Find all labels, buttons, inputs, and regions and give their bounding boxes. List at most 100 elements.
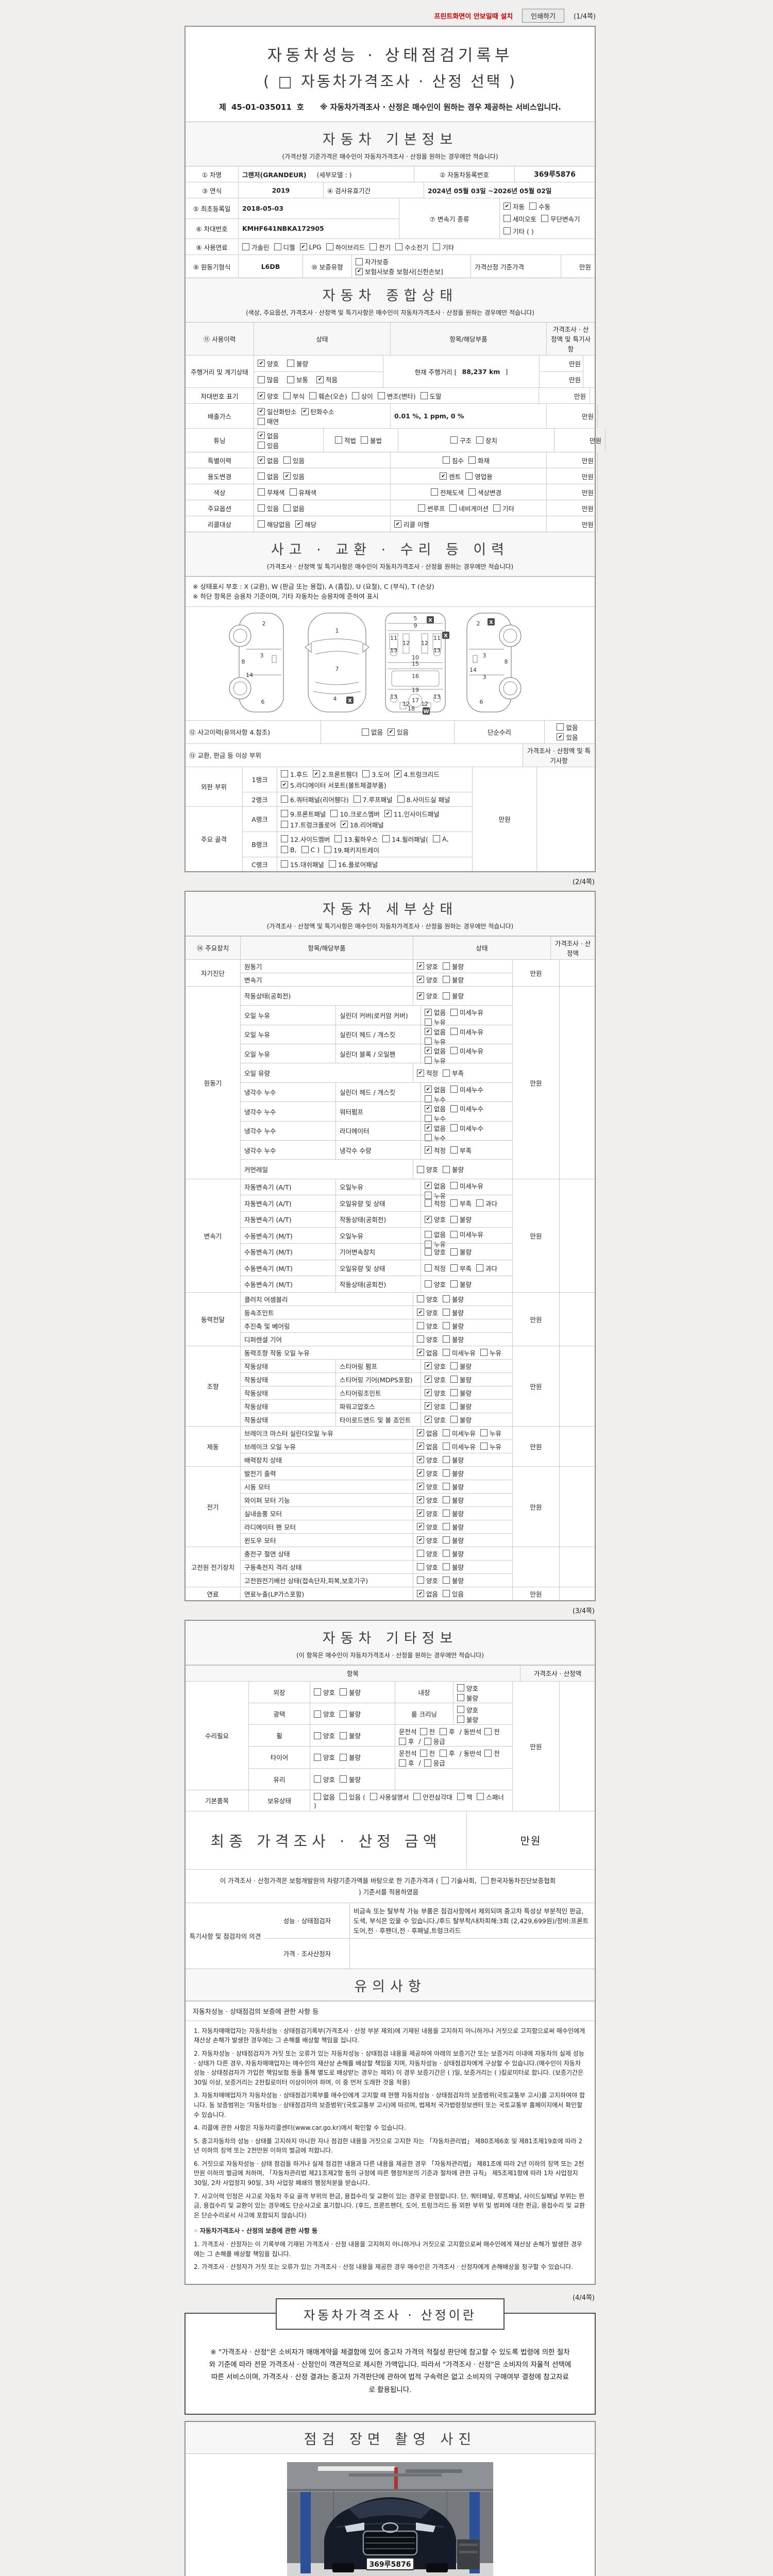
checkbox[interactable]: [557, 723, 564, 731]
checkbox[interactable]: [457, 1716, 464, 1723]
checkbox[interactable]: [314, 1775, 321, 1783]
checkbox[interactable]: [281, 860, 288, 868]
checkbox[interactable]: ✔: [425, 1105, 432, 1112]
checkbox[interactable]: ✔: [417, 1483, 424, 1490]
checkbox[interactable]: [425, 1038, 432, 1045]
checkbox[interactable]: [417, 1165, 424, 1173]
checkbox[interactable]: [450, 436, 458, 444]
checkbox[interactable]: [324, 846, 332, 854]
checkbox[interactable]: [425, 1192, 432, 1199]
checkbox[interactable]: ✔: [440, 472, 447, 480]
checkbox[interactable]: [450, 1199, 458, 1207]
checkbox[interactable]: [309, 392, 317, 399]
checkbox[interactable]: [301, 846, 309, 854]
checkbox[interactable]: [356, 258, 363, 265]
checkbox[interactable]: [476, 1199, 484, 1207]
checkbox[interactable]: [481, 1876, 489, 1884]
checkbox[interactable]: [443, 1510, 450, 1517]
checkbox[interactable]: [443, 962, 450, 970]
checkbox[interactable]: [340, 1753, 347, 1761]
checkbox[interactable]: ✔: [417, 1536, 424, 1544]
checkbox[interactable]: [425, 1095, 432, 1103]
checkbox[interactable]: [417, 1335, 424, 1343]
checkbox[interactable]: ✔: [425, 1047, 432, 1055]
checkbox[interactable]: [425, 1264, 432, 1272]
checkbox[interactable]: [433, 835, 441, 843]
checkbox[interactable]: [443, 976, 450, 984]
checkbox[interactable]: [258, 504, 265, 512]
checkbox[interactable]: ✔: [417, 1443, 424, 1450]
checkbox[interactable]: ✔: [394, 770, 402, 778]
checkbox[interactable]: [417, 1563, 424, 1571]
checkbox[interactable]: [258, 520, 265, 528]
checkbox[interactable]: [440, 1727, 447, 1735]
checkbox[interactable]: [450, 1047, 458, 1055]
checkbox[interactable]: [281, 846, 288, 854]
checkbox[interactable]: [334, 835, 342, 843]
checkbox[interactable]: ✔: [425, 1008, 432, 1016]
checkbox[interactable]: [443, 1550, 450, 1557]
checkbox[interactable]: [443, 1536, 450, 1544]
checkbox[interactable]: ✔: [417, 1496, 424, 1504]
checkbox[interactable]: [443, 1335, 450, 1343]
checkbox[interactable]: [450, 1086, 458, 1093]
checkbox[interactable]: [258, 376, 265, 383]
checkbox[interactable]: [484, 1749, 492, 1757]
checkbox[interactable]: ✔: [417, 992, 424, 999]
checkbox[interactable]: ✔: [417, 1429, 424, 1437]
checkbox[interactable]: [450, 1248, 458, 1256]
checkbox[interactable]: [334, 436, 342, 444]
checkbox[interactable]: [450, 1230, 458, 1238]
checkbox[interactable]: [361, 728, 369, 736]
checkbox[interactable]: [443, 1456, 450, 1464]
checkbox[interactable]: [425, 1280, 432, 1288]
checkbox[interactable]: [362, 770, 370, 778]
print-button[interactable]: 인쇄하기: [522, 8, 564, 23]
checkbox[interactable]: ✔: [417, 1309, 424, 1316]
checkbox[interactable]: ✔: [417, 1590, 424, 1598]
checkbox[interactable]: [476, 1264, 484, 1272]
checkbox[interactable]: [417, 1577, 424, 1584]
checkbox[interactable]: ✔: [258, 360, 265, 367]
checkbox[interactable]: [443, 1309, 450, 1316]
checkbox[interactable]: ✔: [394, 520, 401, 528]
checkbox[interactable]: [281, 835, 288, 843]
checkbox[interactable]: ✔: [258, 432, 265, 439]
checkbox[interactable]: [330, 810, 338, 818]
checkbox[interactable]: [281, 770, 288, 778]
checkbox[interactable]: [417, 1322, 424, 1330]
checkbox[interactable]: ✔: [417, 1469, 424, 1477]
checkbox[interactable]: [425, 1134, 432, 1142]
checkbox[interactable]: [443, 1563, 450, 1571]
checkbox[interactable]: ✔: [295, 520, 303, 528]
checkbox[interactable]: [395, 243, 403, 250]
checkbox[interactable]: [450, 1389, 458, 1397]
checkbox[interactable]: [441, 1876, 449, 1884]
checkbox[interactable]: ✔: [557, 733, 564, 741]
checkbox[interactable]: ✔: [417, 1069, 424, 1077]
checkbox[interactable]: [450, 1280, 458, 1288]
checkbox[interactable]: [425, 1230, 432, 1238]
checkbox[interactable]: [283, 392, 291, 399]
checkbox[interactable]: [425, 1114, 432, 1122]
checkbox[interactable]: [450, 1105, 458, 1112]
checkbox[interactable]: [450, 1416, 458, 1423]
checkbox[interactable]: ✔: [425, 1376, 432, 1383]
checkbox[interactable]: [477, 1793, 484, 1801]
checkbox[interactable]: [274, 243, 281, 250]
checkbox[interactable]: ✔: [301, 408, 309, 415]
checkbox[interactable]: [443, 1349, 450, 1357]
checkbox[interactable]: ✔: [425, 1086, 432, 1093]
checkbox[interactable]: [328, 860, 336, 868]
checkbox[interactable]: [443, 1590, 450, 1598]
checkbox[interactable]: [281, 810, 288, 818]
checkbox[interactable]: [457, 1684, 464, 1692]
checkbox[interactable]: [480, 1349, 488, 1357]
checkbox[interactable]: [351, 392, 359, 399]
checkbox[interactable]: [340, 1688, 347, 1696]
checkbox[interactable]: [443, 1069, 450, 1077]
checkbox[interactable]: [468, 456, 476, 464]
checkbox[interactable]: [457, 1694, 464, 1702]
checkbox[interactable]: [425, 1018, 432, 1026]
checkbox[interactable]: ✔: [425, 1402, 432, 1410]
